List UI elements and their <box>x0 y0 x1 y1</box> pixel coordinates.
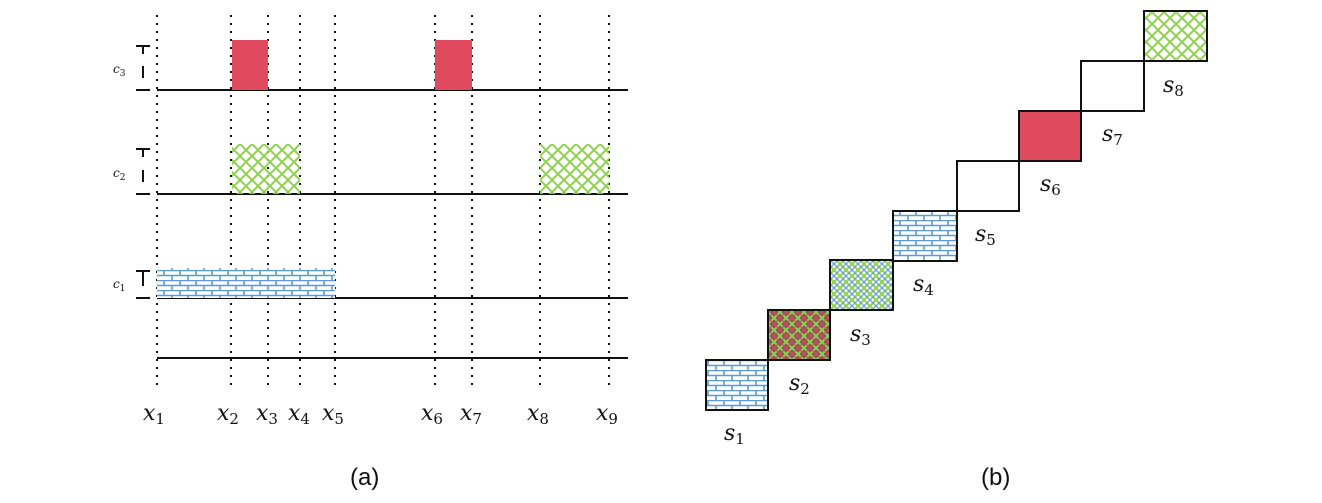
panel-b: s1 s2 s3 s4 s5 s6 s7 s8 (b) <box>705 10 1208 491</box>
step-label-s7: s7 <box>1102 122 1123 149</box>
block-c1-x1-x5 <box>157 268 335 298</box>
step-label-s4: s4 <box>913 272 934 299</box>
bracket-c2 <box>136 148 150 195</box>
block-c2-x8-x9 <box>540 144 609 194</box>
step-s2 <box>767 309 831 361</box>
step-s3 <box>829 259 894 311</box>
row-label-c2: c2 <box>113 166 125 183</box>
block-c3-x6-x7 <box>435 40 472 90</box>
x-label-8: x8 <box>527 401 549 428</box>
x-label-9: x9 <box>596 401 618 428</box>
x-label-7: x7 <box>460 401 482 428</box>
row-label-c1: c1 <box>113 277 125 294</box>
panel-a: c3 c2 c1 x1 x2 x3 x4 x5 x6 x7 x8 x9 (a) <box>113 15 628 491</box>
step-label-s8: s8 <box>1163 73 1184 100</box>
bracket-c1 <box>136 270 150 299</box>
step-label-s3: s3 <box>850 322 871 349</box>
block-c2-x2-x3 <box>232 144 268 194</box>
row-label-c3: c3 <box>113 62 126 79</box>
step-s5 <box>956 160 1020 212</box>
step-s6 <box>1018 110 1082 162</box>
step-label-s2: s2 <box>789 371 810 398</box>
caption-b: (b) <box>981 464 1010 491</box>
step-label-s5: s5 <box>975 222 996 249</box>
caption-a: (a) <box>350 464 379 491</box>
step-s8 <box>1143 10 1208 62</box>
step-s7 <box>1080 60 1145 112</box>
x-label-2: x2 <box>217 401 239 428</box>
step-label-s6: s6 <box>1040 172 1061 199</box>
bracket-c3 <box>136 45 150 91</box>
vertical-guides <box>156 15 610 385</box>
x-label-5: x5 <box>322 401 344 428</box>
block-c3-x2-x3 <box>232 40 268 90</box>
x-label-3: x3 <box>256 401 278 428</box>
x-label-4: x4 <box>288 401 310 428</box>
block-c2-x3-x4 <box>268 144 300 194</box>
step-s1 <box>705 359 769 411</box>
x-label-6: x6 <box>421 401 443 428</box>
step-label-s1: s1 <box>724 421 745 448</box>
x-label-1: x1 <box>143 401 165 428</box>
step-s4 <box>892 210 958 262</box>
